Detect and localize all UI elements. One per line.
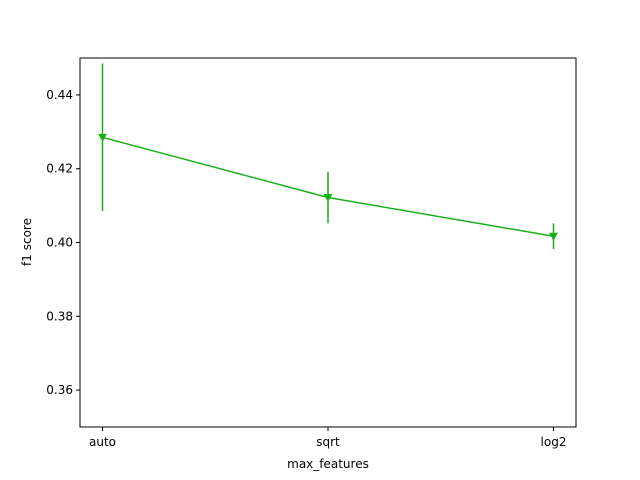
x-tick-label-sqrt: sqrt — [316, 435, 340, 449]
data-point-sqrt — [323, 193, 333, 202]
y-tick-label-0.38: 0.38 — [46, 309, 73, 323]
y-tick-label-0.36: 0.36 — [46, 383, 73, 397]
y-tick-label-0.40: 0.40 — [46, 236, 73, 250]
data-point-log2 — [549, 232, 558, 241]
data-point-auto — [98, 133, 107, 142]
y-axis-label: f1 score — [20, 218, 34, 266]
y-tick-label-0.42: 0.42 — [46, 162, 73, 176]
x-tick-label-log2: log2 — [541, 435, 567, 449]
y-tick-label-0.44: 0.44 — [46, 88, 73, 102]
y-axis: 0.36 0.38 0.40 0.42 0.44 — [46, 88, 80, 397]
x-axis-label: max_features — [287, 457, 369, 471]
x-tick-label-auto: auto — [89, 435, 116, 449]
x-axis: auto sqrt log2 — [89, 427, 566, 449]
series-layer — [98, 63, 558, 250]
